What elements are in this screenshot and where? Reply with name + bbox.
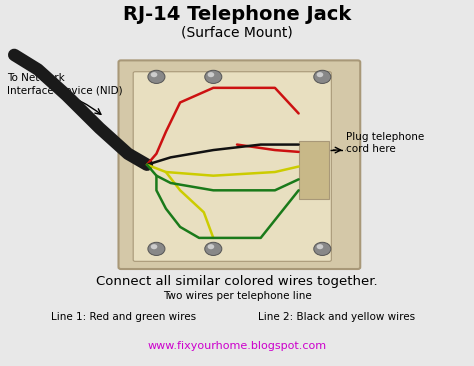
Text: Connect all similar colored wires together.: Connect all similar colored wires togeth…	[96, 275, 378, 288]
Text: Plug telephone
cord here: Plug telephone cord here	[346, 131, 424, 154]
Text: Two wires per telephone line: Two wires per telephone line	[163, 291, 311, 302]
Circle shape	[205, 70, 222, 83]
Circle shape	[151, 72, 157, 77]
Text: To Network
Interface Device (NID): To Network Interface Device (NID)	[7, 73, 123, 96]
FancyBboxPatch shape	[133, 72, 331, 261]
Circle shape	[205, 242, 222, 255]
Text: RJ-14 Telephone Jack: RJ-14 Telephone Jack	[123, 5, 351, 24]
FancyBboxPatch shape	[299, 141, 329, 199]
Text: Line 1: Red and green wires: Line 1: Red and green wires	[51, 311, 196, 322]
Circle shape	[317, 244, 323, 249]
Circle shape	[208, 244, 214, 249]
Circle shape	[317, 72, 323, 77]
Text: Line 2: Black and yellow wires: Line 2: Black and yellow wires	[258, 311, 415, 322]
Text: (Surface Mount): (Surface Mount)	[181, 26, 293, 40]
Circle shape	[148, 70, 165, 83]
Circle shape	[314, 70, 331, 83]
Circle shape	[208, 72, 214, 77]
Text: www.fixyourhome.blogspot.com: www.fixyourhome.blogspot.com	[147, 341, 327, 351]
FancyBboxPatch shape	[118, 60, 360, 269]
Circle shape	[151, 244, 157, 249]
Circle shape	[314, 242, 331, 255]
Circle shape	[148, 242, 165, 255]
